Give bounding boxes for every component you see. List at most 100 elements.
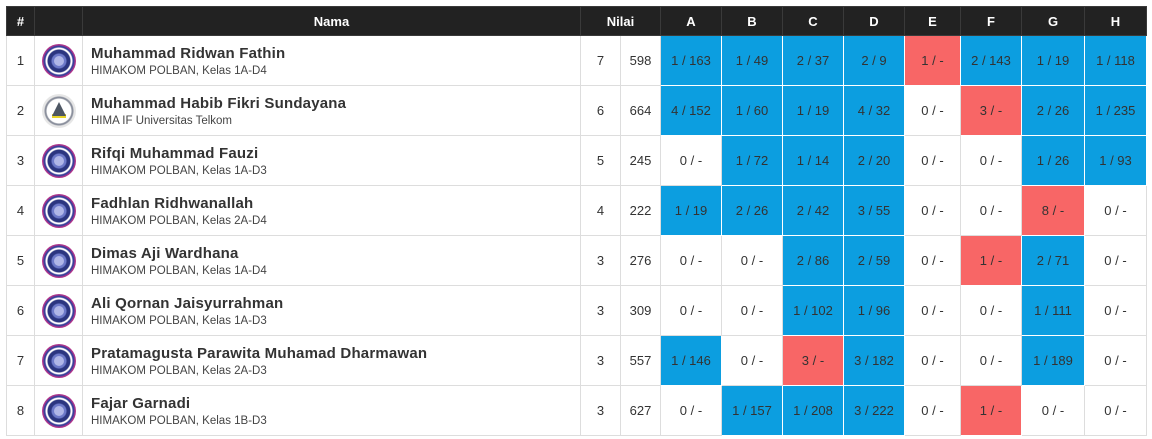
problem-cell-b[interactable]: 1 / 60 <box>721 85 783 136</box>
problem-cell-c[interactable]: 3 / - <box>782 335 844 386</box>
problem-cell-f[interactable]: 0 / - <box>960 285 1022 336</box>
contestant-name[interactable]: Ali Qornan Jaisyurrahman <box>91 294 284 312</box>
problem-cell-g[interactable]: 1 / 111 <box>1021 285 1085 336</box>
problem-cell-e[interactable]: 0 / - <box>904 235 961 286</box>
problem-cell-f[interactable]: 0 / - <box>960 335 1022 386</box>
problem-cell-e[interactable]: 0 / - <box>904 385 961 436</box>
problem-cell-e[interactable]: 0 / - <box>904 135 961 186</box>
problem-cell-c[interactable]: 2 / 42 <box>782 185 844 236</box>
problem-cell-d[interactable]: 1 / 96 <box>843 285 905 336</box>
header-problem-a[interactable]: A <box>660 6 722 36</box>
problem-cell-g[interactable]: 1 / 19 <box>1021 35 1085 86</box>
solved-count: 3 <box>580 285 621 336</box>
problem-cell-d[interactable]: 2 / 9 <box>843 35 905 86</box>
problem-cell-f[interactable]: 0 / - <box>960 185 1022 236</box>
problem-cell-c[interactable]: 2 / 86 <box>782 235 844 286</box>
contestant-name[interactable]: Muhammad Habib Fikri Sundayana <box>91 94 347 112</box>
header-rank: # <box>6 6 35 36</box>
solved-count: 4 <box>580 185 621 236</box>
penalty-score: 664 <box>620 85 661 136</box>
contestant-cell: Muhammad Habib Fikri Sundayana HIMA IF Un… <box>82 85 581 136</box>
header-problem-f[interactable]: F <box>960 6 1022 36</box>
contestant-cell: Rifqi Muhammad Fauzi HIMAKOM POLBAN, Kela… <box>82 135 581 186</box>
problem-cell-a[interactable]: 4 / 152 <box>660 85 722 136</box>
contestant-institution: HIMAKOM POLBAN, Kelas 2A-D4 <box>91 214 267 227</box>
problem-cell-c[interactable]: 1 / 19 <box>782 85 844 136</box>
logo-cell <box>34 185 83 236</box>
header-problem-d[interactable]: D <box>843 6 905 36</box>
problem-cell-d[interactable]: 3 / 222 <box>843 385 905 436</box>
problem-cell-g[interactable]: 0 / - <box>1021 385 1085 436</box>
problem-cell-c[interactable]: 2 / 37 <box>782 35 844 86</box>
problem-cell-g[interactable]: 1 / 26 <box>1021 135 1085 186</box>
problem-cell-e[interactable]: 0 / - <box>904 85 961 136</box>
problem-cell-g[interactable]: 2 / 71 <box>1021 235 1085 286</box>
problem-cell-e[interactable]: 0 / - <box>904 185 961 236</box>
problem-cell-c[interactable]: 1 / 14 <box>782 135 844 186</box>
rank-cell: 4 <box>6 185 35 236</box>
contestant-institution: HIMAKOM POLBAN, Kelas 1A-D3 <box>91 314 267 327</box>
header-problem-b[interactable]: B <box>721 6 783 36</box>
problem-cell-d[interactable]: 4 / 32 <box>843 85 905 136</box>
problem-cell-c[interactable]: 1 / 208 <box>782 385 844 436</box>
problem-cell-b[interactable]: 0 / - <box>721 335 783 386</box>
problem-cell-d[interactable]: 2 / 59 <box>843 235 905 286</box>
problem-cell-c[interactable]: 1 / 102 <box>782 285 844 336</box>
problem-cell-f[interactable]: 3 / - <box>960 85 1022 136</box>
header-problem-g[interactable]: G <box>1021 6 1085 36</box>
problem-cell-h[interactable]: 0 / - <box>1084 235 1147 286</box>
problem-cell-e[interactable]: 0 / - <box>904 285 961 336</box>
contestant-name[interactable]: Muhammad Ridwan Fathin <box>91 44 286 62</box>
penalty-score: 627 <box>620 385 661 436</box>
contestant-name[interactable]: Fajar Garnadi <box>91 394 191 412</box>
contestant-name[interactable]: Pratamagusta Parawita Muhamad Dharmawan <box>91 344 428 362</box>
problem-cell-f[interactable]: 1 / - <box>960 235 1022 286</box>
problem-cell-a[interactable]: 1 / 163 <box>660 35 722 86</box>
problem-cell-a[interactable]: 0 / - <box>660 285 722 336</box>
scoreboard-table: # Nama Nilai A B C D E F G H 1 Muhammad R… <box>6 6 1147 436</box>
contestant-name[interactable]: Fadhlan Ridhwanallah <box>91 194 254 212</box>
problem-cell-b[interactable]: 1 / 49 <box>721 35 783 86</box>
problem-cell-b[interactable]: 1 / 72 <box>721 135 783 186</box>
problem-cell-a[interactable]: 0 / - <box>660 135 722 186</box>
problem-cell-f[interactable]: 2 / 143 <box>960 35 1022 86</box>
problem-cell-g[interactable]: 8 / - <box>1021 185 1085 236</box>
problem-cell-h[interactable]: 1 / 235 <box>1084 85 1147 136</box>
problem-cell-b[interactable]: 0 / - <box>721 285 783 336</box>
problem-cell-h[interactable]: 0 / - <box>1084 185 1147 236</box>
header-score[interactable]: Nilai <box>580 6 661 36</box>
header-problem-h[interactable]: H <box>1084 6 1147 36</box>
problem-cell-g[interactable]: 1 / 189 <box>1021 335 1085 386</box>
problem-cell-e[interactable]: 1 / - <box>904 35 961 86</box>
contestant-institution: HIMAKOM POLBAN, Kelas 1A-D4 <box>91 64 267 77</box>
problem-cell-h[interactable]: 1 / 118 <box>1084 35 1147 86</box>
problem-cell-a[interactable]: 0 / - <box>660 235 722 286</box>
problem-cell-f[interactable]: 0 / - <box>960 135 1022 186</box>
problem-cell-d[interactable]: 3 / 55 <box>843 185 905 236</box>
table-row: 7 Pratamagusta Parawita Muhamad Dharmawan… <box>6 335 1147 386</box>
solved-count: 3 <box>580 235 621 286</box>
contestant-name[interactable]: Rifqi Muhammad Fauzi <box>91 144 259 162</box>
rank-cell: 6 <box>6 285 35 336</box>
problem-cell-e[interactable]: 0 / - <box>904 335 961 386</box>
rank-cell: 8 <box>6 385 35 436</box>
problem-cell-g[interactable]: 2 / 26 <box>1021 85 1085 136</box>
problem-cell-h[interactable]: 1 / 93 <box>1084 135 1147 186</box>
problem-cell-d[interactable]: 2 / 20 <box>843 135 905 186</box>
header-name[interactable]: Nama <box>82 6 581 36</box>
problem-cell-h[interactable]: 0 / - <box>1084 285 1147 336</box>
problem-cell-h[interactable]: 0 / - <box>1084 385 1147 436</box>
header-problem-e[interactable]: E <box>904 6 961 36</box>
problem-cell-f[interactable]: 1 / - <box>960 385 1022 436</box>
problem-cell-h[interactable]: 0 / - <box>1084 335 1147 386</box>
problem-cell-b[interactable]: 1 / 157 <box>721 385 783 436</box>
problem-cell-b[interactable]: 2 / 26 <box>721 185 783 236</box>
header-problem-c[interactable]: C <box>782 6 844 36</box>
problem-cell-b[interactable]: 0 / - <box>721 235 783 286</box>
problem-cell-a[interactable]: 0 / - <box>660 385 722 436</box>
contestant-name[interactable]: Dimas Aji Wardhana <box>91 244 239 262</box>
problem-cell-a[interactable]: 1 / 146 <box>660 335 722 386</box>
contestant-cell: Fajar Garnadi HIMAKOM POLBAN, Kelas 1B-D3 <box>82 385 581 436</box>
problem-cell-a[interactable]: 1 / 19 <box>660 185 722 236</box>
problem-cell-d[interactable]: 3 / 182 <box>843 335 905 386</box>
